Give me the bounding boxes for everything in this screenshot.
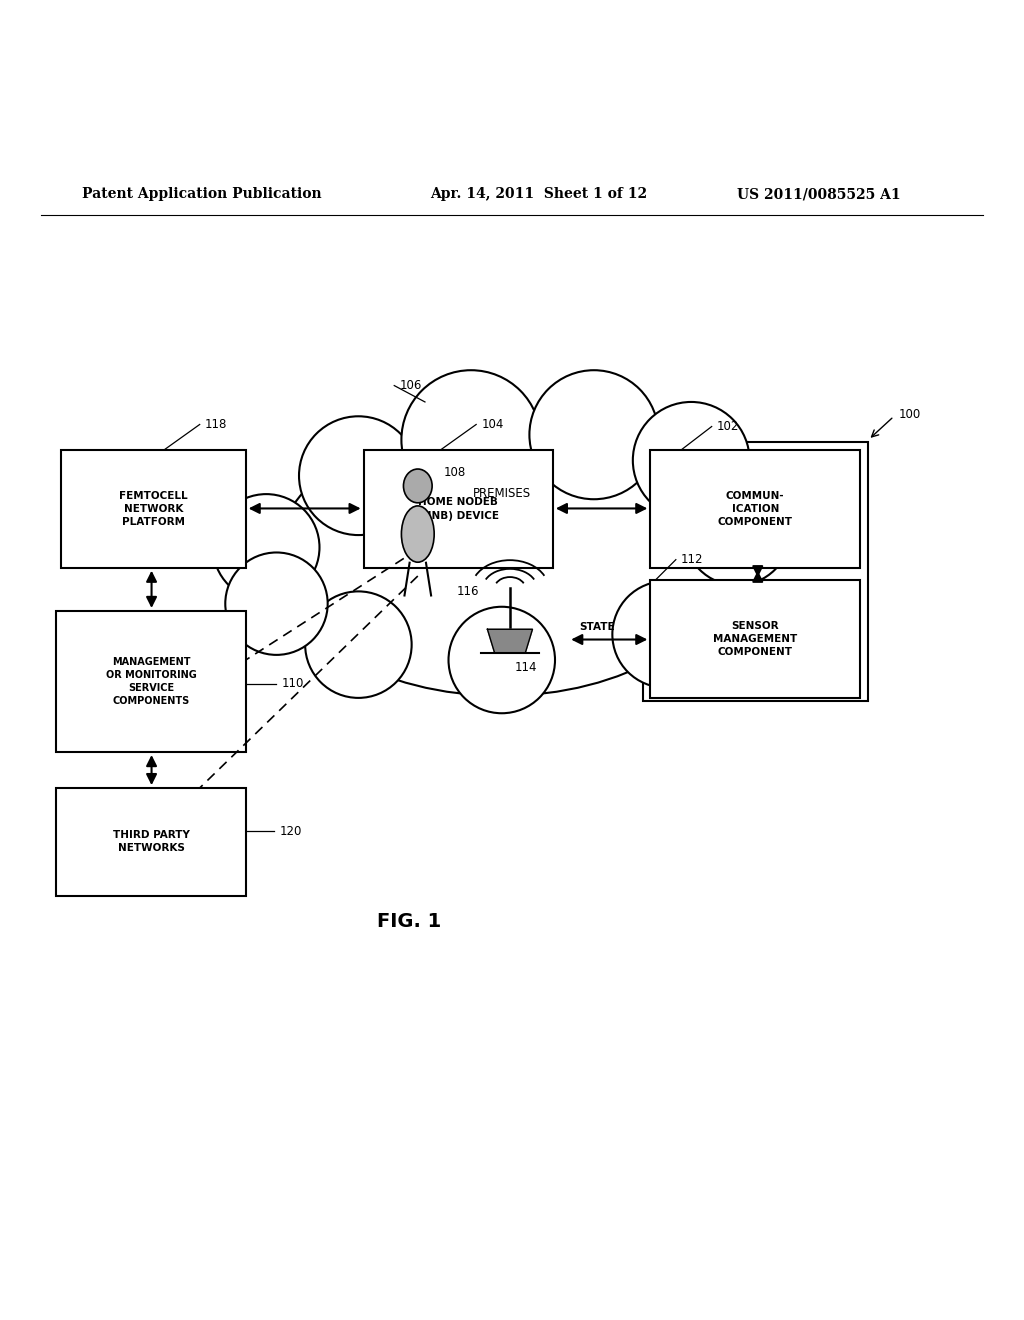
Ellipse shape	[276, 420, 727, 696]
Circle shape	[612, 581, 719, 688]
Ellipse shape	[403, 469, 432, 503]
Text: COMMUN-
ICATION
COMPONENT: COMMUN- ICATION COMPONENT	[718, 491, 793, 527]
Text: HOME NODEB
(HNB) DEVICE: HOME NODEB (HNB) DEVICE	[418, 498, 499, 520]
Text: 120: 120	[280, 825, 302, 837]
Text: MANAGEMENT
OR MONITORING
SERVICE
COMPONENTS: MANAGEMENT OR MONITORING SERVICE COMPONE…	[105, 657, 197, 706]
Text: US 2011/0085525 A1: US 2011/0085525 A1	[737, 187, 901, 201]
Text: 106: 106	[399, 379, 422, 392]
Text: Apr. 14, 2011  Sheet 1 of 12: Apr. 14, 2011 Sheet 1 of 12	[430, 187, 647, 201]
Bar	[364, 450, 553, 568]
Circle shape	[529, 370, 658, 499]
Text: THIRD PARTY
NETWORKS: THIRD PARTY NETWORKS	[113, 830, 189, 853]
Text: 118: 118	[205, 418, 227, 430]
Circle shape	[401, 370, 541, 510]
Bar	[650, 450, 860, 568]
Ellipse shape	[401, 506, 434, 562]
Circle shape	[299, 416, 418, 535]
Circle shape	[305, 591, 412, 698]
Polygon shape	[487, 630, 532, 653]
Text: 102: 102	[717, 420, 739, 433]
Circle shape	[449, 607, 555, 713]
Text: FEMTOCELL
NETWORK
PLATFORM: FEMTOCELL NETWORK PLATFORM	[119, 491, 188, 527]
Text: FIG. 1: FIG. 1	[378, 912, 441, 931]
Text: 104: 104	[481, 418, 504, 430]
Text: SENSOR
MANAGEMENT
COMPONENT: SENSOR MANAGEMENT COMPONENT	[713, 620, 798, 657]
Bar	[61, 450, 246, 568]
Circle shape	[633, 403, 750, 519]
Text: STATE: STATE	[580, 622, 614, 632]
Circle shape	[225, 553, 328, 655]
Bar	[56, 788, 246, 895]
Circle shape	[213, 494, 319, 601]
Bar	[650, 579, 860, 698]
Text: 112: 112	[681, 553, 703, 566]
Text: 108: 108	[443, 466, 466, 479]
Text: 110: 110	[282, 677, 304, 690]
Bar	[643, 442, 868, 701]
Text: 116: 116	[457, 585, 479, 598]
Circle shape	[684, 479, 791, 585]
Text: Patent Application Publication: Patent Application Publication	[82, 187, 322, 201]
Text: PREMISES: PREMISES	[473, 487, 530, 499]
Text: 114: 114	[515, 661, 538, 673]
Text: 100: 100	[899, 408, 922, 421]
Bar	[56, 611, 246, 752]
